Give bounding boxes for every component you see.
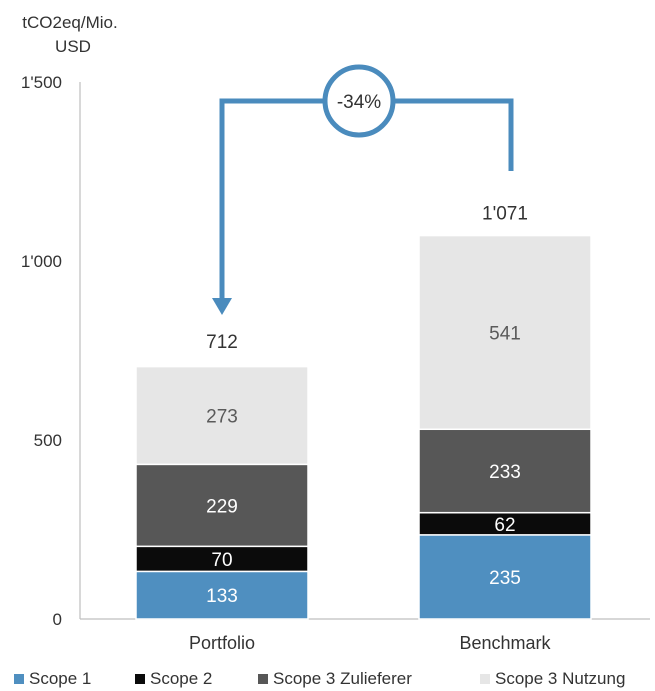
bar-segment (418, 234, 592, 431)
x-category-label: Portfolio (189, 633, 255, 653)
legend-swatch (135, 674, 145, 684)
bar-segment (135, 570, 309, 620)
bar-segment-label: 133 (206, 586, 238, 607)
bar-segment-label: 233 (489, 462, 521, 483)
bar-segment-label: 62 (494, 515, 515, 536)
bar-segment-label: 541 (489, 323, 521, 344)
y-axis-title-line-1: tCO2eq/Mio. (22, 13, 117, 32)
annotation-arrowhead (212, 298, 232, 315)
legend-label: Scope 1 (29, 669, 91, 688)
legend: Scope 1 Scope 2 Scope 3 Zulieferer Scope 3 … (14, 669, 625, 688)
x-category-label: Benchmark (459, 633, 551, 653)
y-tick-label: 0 (53, 610, 62, 629)
bar-total-label: 1'071 (482, 204, 528, 225)
legend-swatch (480, 674, 490, 684)
legend-label: Scope 2 (150, 669, 212, 688)
bars: 133 70 229 273 712 Portfolio 235 62 233 541 1'071 B… (135, 204, 592, 653)
legend-swatch (14, 674, 24, 684)
y-tick-label: 1'000 (21, 252, 62, 271)
y-axis-title: tCO2eq/Mio. USD (22, 13, 117, 56)
bar-segment-label: 70 (211, 550, 232, 571)
bar-total-label: 712 (206, 332, 238, 353)
bar-segment-label: 235 (489, 568, 521, 589)
bar-segment (418, 534, 592, 620)
annotation-circle (322, 64, 396, 138)
bar-segment-label: 273 (206, 406, 238, 427)
y-tick-label: 1'500 (21, 73, 62, 92)
change-annotation: -34% (212, 64, 514, 315)
y-ticks: 0 500 1'000 1'500 (21, 73, 62, 629)
annotation-label: -34% (337, 92, 381, 113)
legend-label: Scope 3 Zulieferer (273, 669, 412, 688)
legend-swatch (258, 674, 268, 684)
y-tick-label: 500 (34, 431, 62, 450)
y-axis-title-line-2: USD (55, 37, 91, 56)
legend-label: Scope 3 Nutzung (495, 669, 625, 688)
bar-segment (135, 365, 309, 466)
bar-segment (135, 463, 309, 548)
bar-segment-label: 229 (206, 496, 238, 517)
